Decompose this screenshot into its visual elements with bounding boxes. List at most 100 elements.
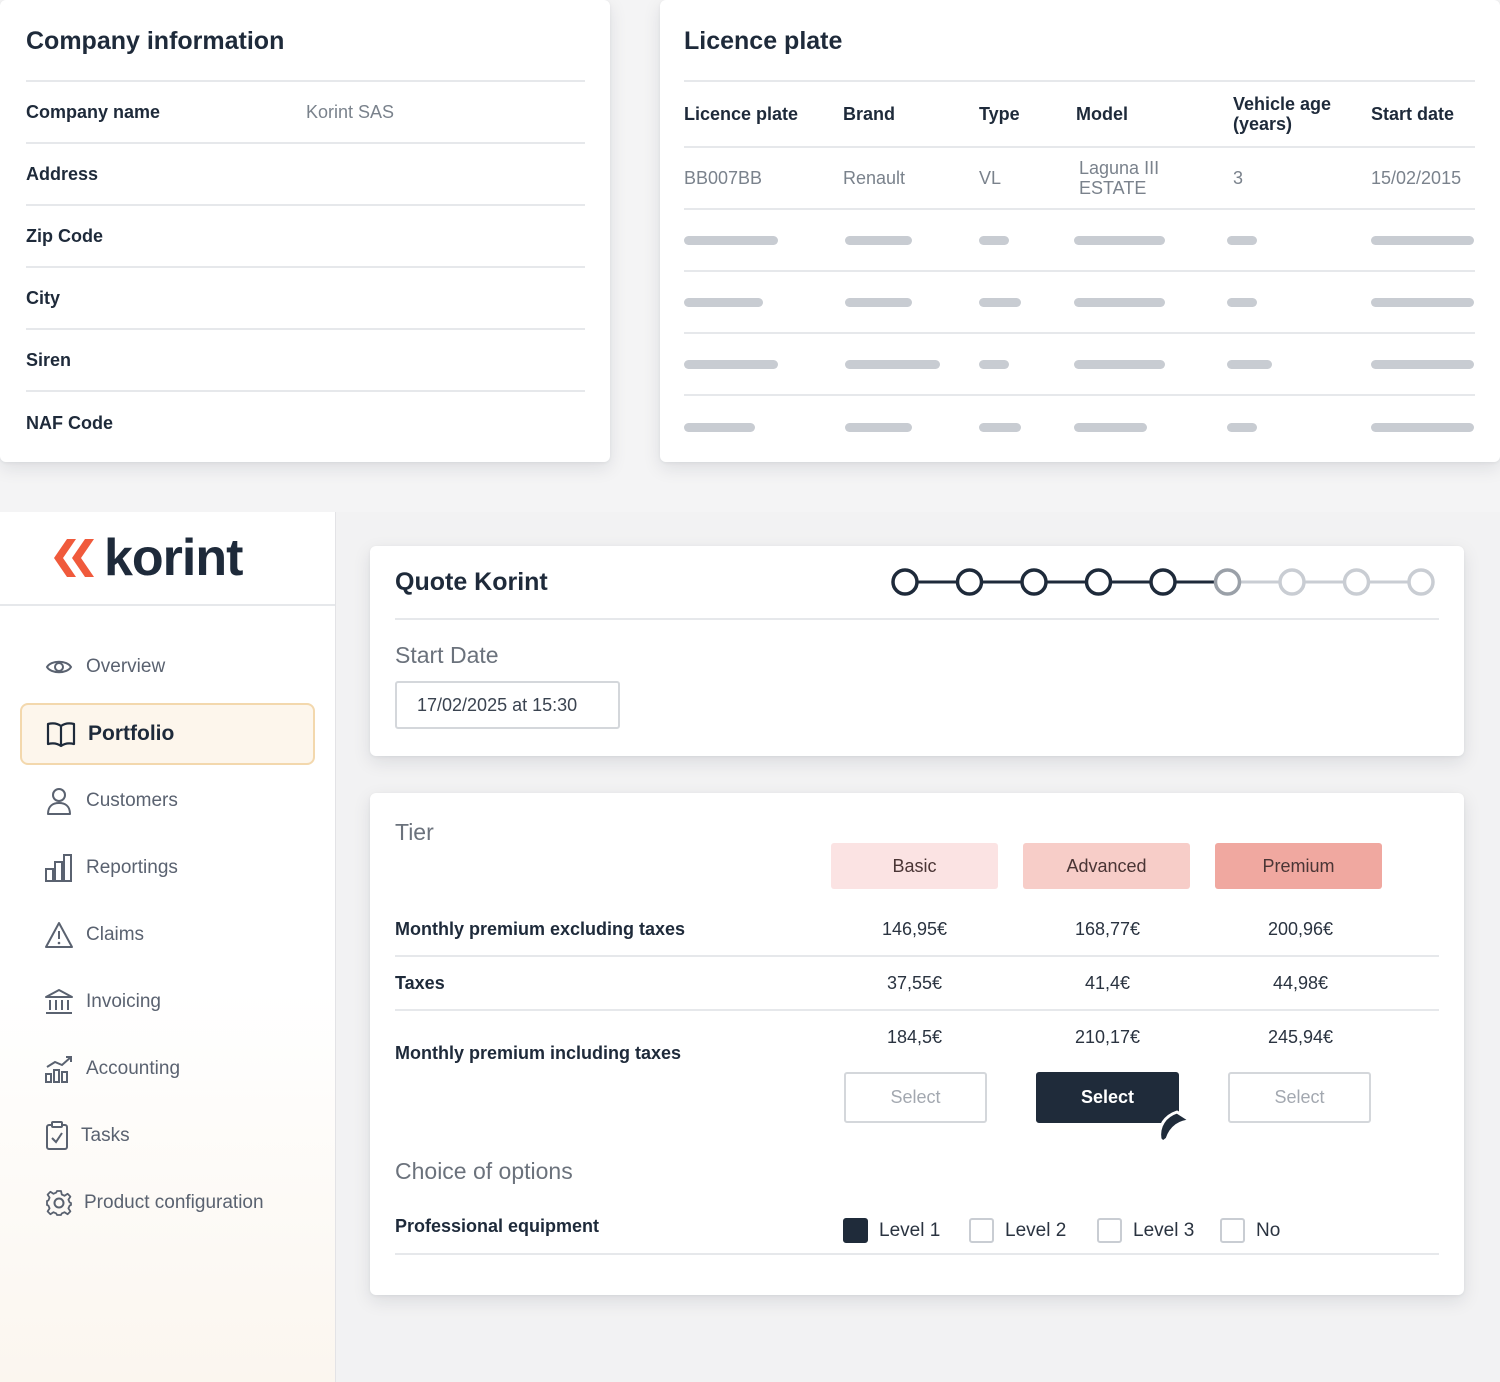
start-date-label: Start Date xyxy=(395,642,499,668)
logo[interactable]: korint xyxy=(0,512,335,606)
sidebar-nav: Overview Portfolio Customers Reportings xyxy=(0,606,335,1234)
select-advanced-button[interactable]: Select xyxy=(1036,1072,1179,1123)
progress-stepper[interactable] xyxy=(891,565,1439,599)
sidebar-item-customers[interactable]: Customers xyxy=(20,770,315,832)
chart-growth-icon xyxy=(44,1054,74,1084)
type-cell: VL xyxy=(979,168,1002,188)
skeleton-bar xyxy=(1371,235,1474,245)
price-row: Taxes 37,55€ 41,4€ 44,98€ xyxy=(395,957,1439,1011)
stepper-step[interactable] xyxy=(1084,568,1113,596)
price-value: 37,55€ xyxy=(886,972,943,993)
stepper-step[interactable] xyxy=(1278,568,1306,596)
skeleton-bar xyxy=(1371,297,1474,307)
sidebar-item-product-configuration[interactable]: Product configuration xyxy=(20,1172,315,1234)
mouse-cursor-icon xyxy=(1158,1110,1193,1144)
skeleton-bar xyxy=(1074,359,1165,369)
field-label: City xyxy=(26,287,61,308)
sidebar-item-claims[interactable]: Claims xyxy=(20,904,315,966)
price-value: 210,17€ xyxy=(1074,1027,1141,1047)
price-value: 44,98€ xyxy=(1272,972,1329,993)
price-value: 200,96€ xyxy=(1267,918,1334,939)
checkbox-label: Level 2 xyxy=(1005,1219,1067,1241)
price-row-label: Monthly premium excluding taxes xyxy=(395,918,686,939)
sidebar: korint Overview Portfolio Customers xyxy=(0,512,336,1382)
skeleton-bar xyxy=(1074,422,1147,432)
sidebar-item-portfolio[interactable]: Portfolio xyxy=(20,703,315,765)
eye-icon xyxy=(44,652,74,682)
checkbox-unchecked-icon xyxy=(1220,1218,1245,1243)
start-date-input[interactable]: 17/02/2025 at 15:30 xyxy=(395,681,620,729)
tier-card: Tier Basic Advanced Premium Monthly prem… xyxy=(370,793,1464,1295)
placeholder-row xyxy=(684,334,1475,396)
option-label: Professional equipment xyxy=(395,1216,600,1236)
skeleton-bar xyxy=(684,422,755,432)
stepper-step[interactable] xyxy=(1020,568,1048,596)
licence-plate-card: Licence plate Licence plate Brand Type M… xyxy=(660,0,1500,462)
stepper-step[interactable] xyxy=(1342,568,1371,596)
brand-cell: Renault xyxy=(843,168,906,188)
checkbox-level-1[interactable]: Level 1 xyxy=(843,1218,940,1243)
sidebar-item-reportings[interactable]: Reportings xyxy=(20,837,315,899)
field-label: Company name xyxy=(26,101,161,122)
stepper-step[interactable] xyxy=(1213,568,1242,596)
skeleton-bar xyxy=(1371,359,1474,369)
skeleton-bar xyxy=(1074,297,1165,307)
plan-advanced-header: Advanced xyxy=(1023,843,1190,889)
skeleton-bar xyxy=(684,359,778,369)
field-label: Zip Code xyxy=(26,225,103,246)
checkbox-label: Level 1 xyxy=(879,1219,941,1241)
stepper-step[interactable] xyxy=(955,568,984,596)
field-label: Address xyxy=(26,163,99,184)
skeleton-bar xyxy=(684,297,763,307)
skeleton-bar xyxy=(1227,297,1257,307)
sidebar-item-label: Portfolio xyxy=(88,722,175,745)
checkbox-level-3[interactable]: Level 3 xyxy=(1097,1218,1194,1243)
options-title: Choice of options xyxy=(395,1158,573,1184)
skeleton-bar xyxy=(1227,235,1257,245)
checkbox-label: Level 3 xyxy=(1133,1219,1195,1241)
sidebar-item-accounting[interactable]: Accounting xyxy=(20,1038,315,1100)
column-header: Brand xyxy=(843,104,896,124)
field-label: NAF Code xyxy=(26,412,113,433)
company-row: Address xyxy=(26,144,585,206)
bar-chart-icon xyxy=(44,853,74,883)
skeleton-bar xyxy=(845,359,940,369)
field-label: Siren xyxy=(26,349,72,370)
skeleton-bar xyxy=(845,297,912,307)
quote-card: Quote Korint Start Date 17/02/2025 at 15… xyxy=(370,546,1464,756)
company-card-title: Company information xyxy=(26,26,585,82)
options-row: Professional equipment Level 1 Level 2 L… xyxy=(395,1203,1439,1255)
book-icon xyxy=(46,719,76,749)
stepper-step[interactable] xyxy=(1149,568,1177,596)
select-basic-button[interactable]: Select xyxy=(844,1072,987,1123)
checkbox-no[interactable]: No xyxy=(1220,1218,1280,1243)
checkbox-checked-icon xyxy=(843,1218,868,1243)
checkbox-level-2[interactable]: Level 2 xyxy=(969,1218,1066,1243)
plan-premium-header: Premium xyxy=(1215,843,1382,889)
price-row: Monthly premium excluding taxes 146,95€ … xyxy=(395,903,1439,957)
sidebar-item-label: Reportings xyxy=(86,857,178,878)
sidebar-item-overview[interactable]: Overview xyxy=(20,636,315,698)
placeholder-row xyxy=(684,396,1475,458)
plan-basic-header: Basic xyxy=(831,843,998,889)
select-premium-button[interactable]: Select xyxy=(1228,1072,1371,1123)
sidebar-item-label: Customers xyxy=(86,790,178,811)
sidebar-item-label: Tasks xyxy=(81,1125,130,1146)
table-row[interactable]: BB007BB Renault VL Laguna III ESTATE 3 1… xyxy=(684,148,1475,210)
sidebar-item-tasks[interactable]: Tasks xyxy=(20,1105,315,1167)
price-row: Monthly premium including taxes 184,5€ 2… xyxy=(395,1011,1439,1065)
model-cell: Laguna III ESTATE xyxy=(1079,158,1160,198)
placeholder-row xyxy=(684,272,1475,334)
sidebar-item-label: Product configuration xyxy=(84,1192,264,1213)
stepper-step[interactable] xyxy=(1407,568,1435,596)
sidebar-item-invoicing[interactable]: Invoicing xyxy=(20,971,315,1033)
skeleton-bar xyxy=(845,422,912,432)
table-header-row: Licence plate Brand Type Model Vehicle a… xyxy=(684,82,1475,148)
age-cell: 3 xyxy=(1233,168,1244,188)
logo-text: korint xyxy=(104,529,243,587)
stepper-step[interactable] xyxy=(891,568,919,596)
column-header: Vehicle age (years) xyxy=(1233,94,1332,134)
company-row: Siren xyxy=(26,330,585,392)
skeleton-bar xyxy=(1371,422,1474,432)
bank-icon xyxy=(44,987,74,1017)
